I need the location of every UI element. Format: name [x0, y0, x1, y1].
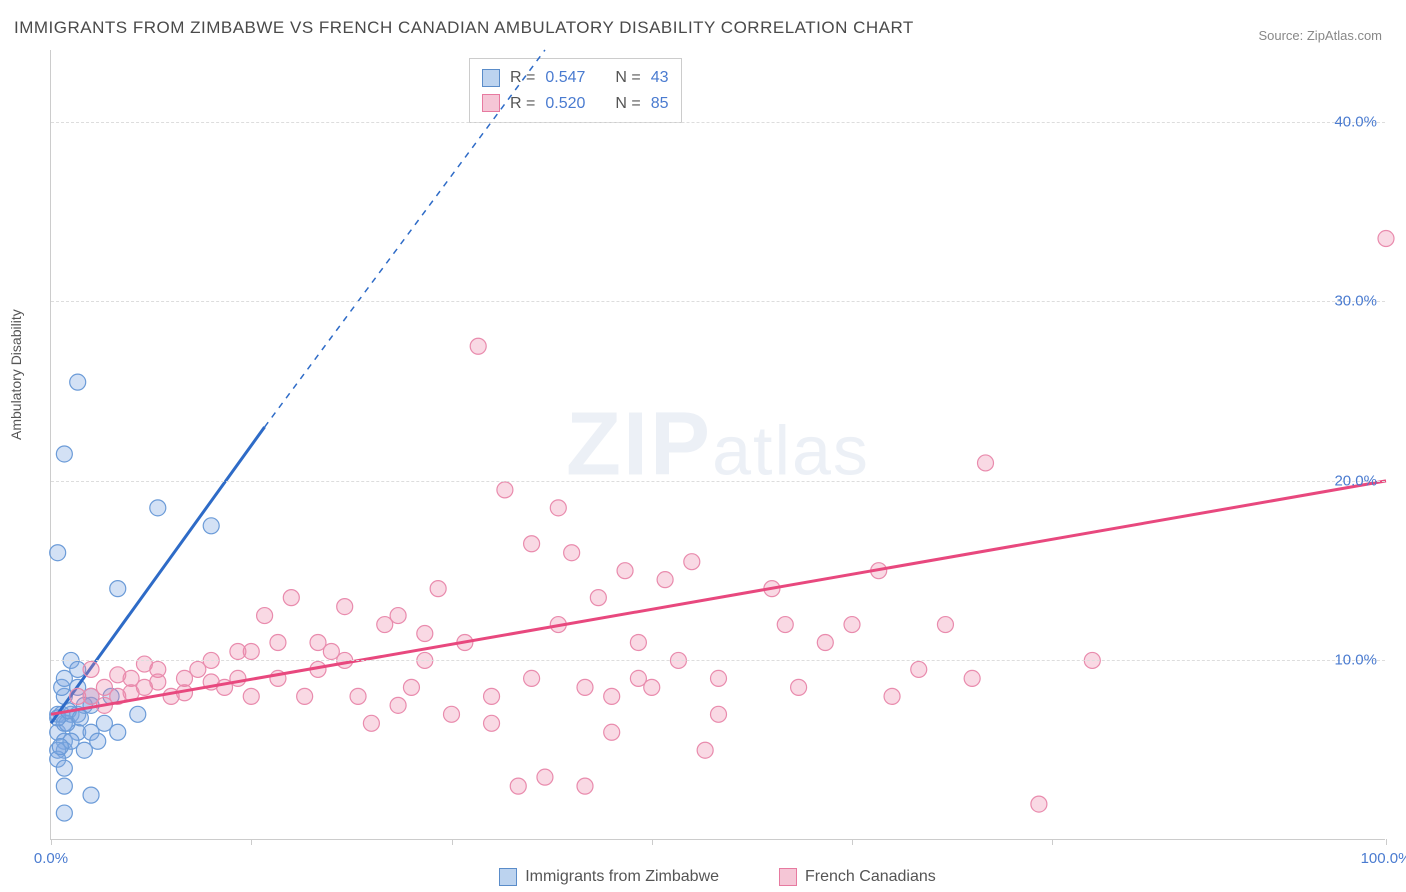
scatter-point — [884, 688, 900, 704]
gridline — [51, 481, 1385, 482]
scatter-point — [390, 697, 406, 713]
scatter-point — [350, 688, 366, 704]
scatter-point — [697, 742, 713, 758]
xtick — [852, 839, 853, 845]
scatter-point — [444, 706, 460, 722]
scatter-point — [577, 778, 593, 794]
scatter-point — [497, 482, 513, 498]
scatter-point — [130, 706, 146, 722]
scatter-point — [630, 635, 646, 651]
scatter-point — [243, 688, 259, 704]
legend-label-zimbabwe: Immigrants from Zimbabwe — [525, 868, 719, 886]
ytick-label: 20.0% — [1334, 472, 1377, 489]
scatter-point — [1378, 231, 1394, 247]
scatter-point — [564, 545, 580, 561]
scatter-point — [644, 679, 660, 695]
scatter-point — [56, 446, 72, 462]
xtick — [452, 839, 453, 845]
ytick-label: 40.0% — [1334, 113, 1377, 130]
scatter-point — [70, 374, 86, 390]
scatter-point — [484, 688, 500, 704]
scatter-point — [937, 617, 953, 633]
scatter-point — [711, 706, 727, 722]
scatter-point — [363, 715, 379, 731]
ytick-label: 10.0% — [1334, 652, 1377, 669]
scatter-point — [1031, 796, 1047, 812]
scatter-point — [791, 679, 807, 695]
xtick — [652, 839, 653, 845]
scatter-point — [510, 778, 526, 794]
scatter-point — [257, 608, 273, 624]
scatter-point — [604, 724, 620, 740]
xtick — [1386, 839, 1387, 845]
ytick-label: 30.0% — [1334, 293, 1377, 310]
xtick-label: 100.0% — [1361, 850, 1406, 867]
scatter-point — [297, 688, 313, 704]
scatter-point — [524, 670, 540, 686]
scatter-point — [590, 590, 606, 606]
scatter-point — [150, 500, 166, 516]
bottom-legend: Immigrants from Zimbabwe French Canadian… — [50, 868, 1385, 886]
scatter-point — [283, 590, 299, 606]
plot-area: ZIPatlas R = 0.547 N = 43 R = 0.520 N = … — [50, 50, 1385, 840]
scatter-point — [537, 769, 553, 785]
scatter-point — [203, 518, 219, 534]
swatch-french-bottom — [779, 868, 797, 886]
xtick — [51, 839, 52, 845]
scatter-point — [684, 554, 700, 570]
scatter-point — [524, 536, 540, 552]
scatter-point — [844, 617, 860, 633]
chart-title: IMMIGRANTS FROM ZIMBABWE VS FRENCH CANAD… — [14, 18, 914, 38]
legend-label-french: French Canadians — [805, 868, 936, 886]
gridline — [51, 122, 1385, 123]
scatter-point — [56, 778, 72, 794]
scatter-point — [136, 656, 152, 672]
scatter-point — [56, 760, 72, 776]
scatter-point — [430, 581, 446, 597]
scatter-point — [83, 661, 99, 677]
scatter-point — [817, 635, 833, 651]
scatter-point — [110, 724, 126, 740]
scatter-point — [911, 661, 927, 677]
scatter-point — [577, 679, 593, 695]
scatter-point — [52, 739, 68, 755]
scatter-point — [90, 733, 106, 749]
scatter-point — [150, 674, 166, 690]
scatter-point — [83, 787, 99, 803]
scatter-point — [110, 667, 126, 683]
gridline — [51, 660, 1385, 661]
scatter-point — [711, 670, 727, 686]
scatter-point — [777, 617, 793, 633]
scatter-point — [403, 679, 419, 695]
scatter-point — [230, 643, 246, 659]
scatter-point — [470, 338, 486, 354]
gridline — [51, 301, 1385, 302]
scatter-point — [390, 608, 406, 624]
scatter-point — [56, 805, 72, 821]
scatter-point — [72, 710, 88, 726]
scatter-point — [617, 563, 633, 579]
plot-svg — [51, 50, 1385, 839]
xtick — [1052, 839, 1053, 845]
trend-line-extrapolation — [265, 50, 545, 427]
legend-item-zimbabwe: Immigrants from Zimbabwe — [499, 868, 719, 886]
scatter-point — [657, 572, 673, 588]
scatter-point — [484, 715, 500, 731]
y-axis-label: Ambulatory Disability — [8, 309, 24, 440]
scatter-point — [417, 626, 433, 642]
xtick-label: 0.0% — [34, 850, 68, 867]
scatter-point — [604, 688, 620, 704]
scatter-point — [110, 581, 126, 597]
scatter-point — [337, 599, 353, 615]
source-attribution: Source: ZipAtlas.com — [1258, 28, 1382, 43]
scatter-point — [270, 635, 286, 651]
legend-item-french: French Canadians — [779, 868, 936, 886]
scatter-point — [550, 500, 566, 516]
scatter-point — [50, 545, 66, 561]
xtick — [251, 839, 252, 845]
scatter-point — [964, 670, 980, 686]
swatch-zimbabwe-bottom — [499, 868, 517, 886]
scatter-point — [978, 455, 994, 471]
